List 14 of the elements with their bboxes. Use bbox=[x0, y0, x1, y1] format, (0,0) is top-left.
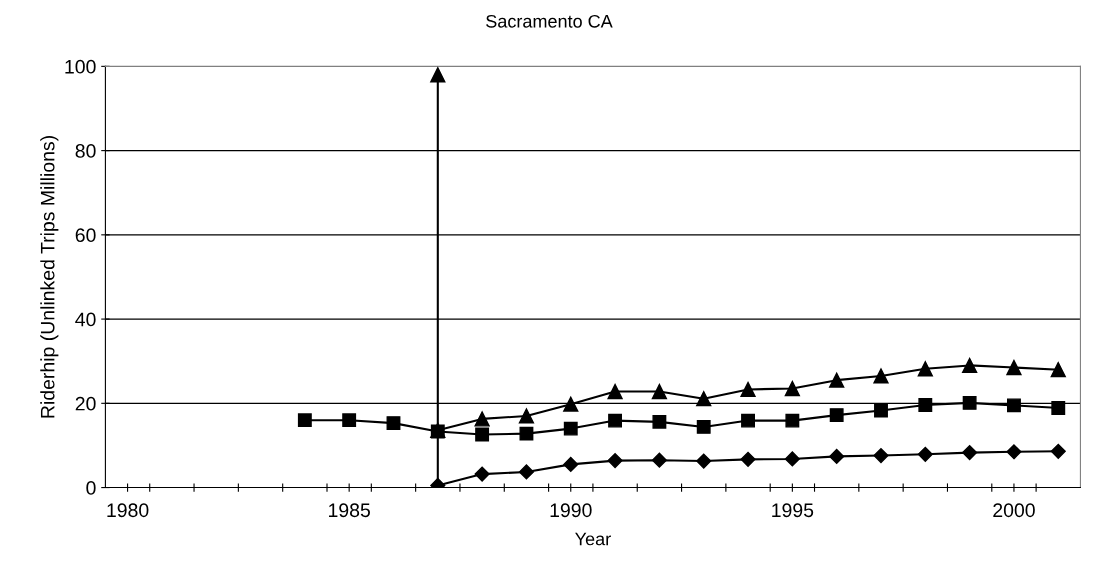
y-tick-label: 40 bbox=[75, 312, 96, 327]
x-tick-label: 1980 bbox=[107, 503, 149, 518]
y-tick-label: 0 bbox=[86, 481, 96, 495]
x-tick-label: 1995 bbox=[772, 503, 814, 518]
chart-title: Sacramento CA bbox=[486, 14, 613, 28]
x-axis-title: Year bbox=[575, 532, 611, 546]
y-tick-label: 20 bbox=[75, 396, 96, 411]
y-tick-label: 60 bbox=[75, 228, 96, 243]
y-axis-title: Riderhip (Unlinked Trips Millions) bbox=[40, 136, 59, 418]
y-tick-label: 80 bbox=[75, 144, 96, 158]
x-tick-label: 1985 bbox=[329, 503, 370, 518]
x-tick-label: 1990 bbox=[550, 503, 592, 518]
y-tick-label: 100 bbox=[65, 59, 96, 74]
x-tick-label: 2000 bbox=[993, 503, 1035, 518]
